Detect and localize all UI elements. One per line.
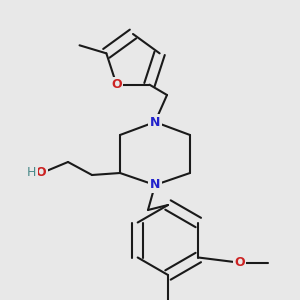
Text: H: H — [27, 166, 37, 178]
Text: N: N — [150, 178, 160, 191]
Text: O: O — [235, 256, 245, 269]
Text: O: O — [36, 166, 46, 178]
Text: N: N — [150, 116, 160, 128]
Text: O: O — [111, 78, 122, 91]
